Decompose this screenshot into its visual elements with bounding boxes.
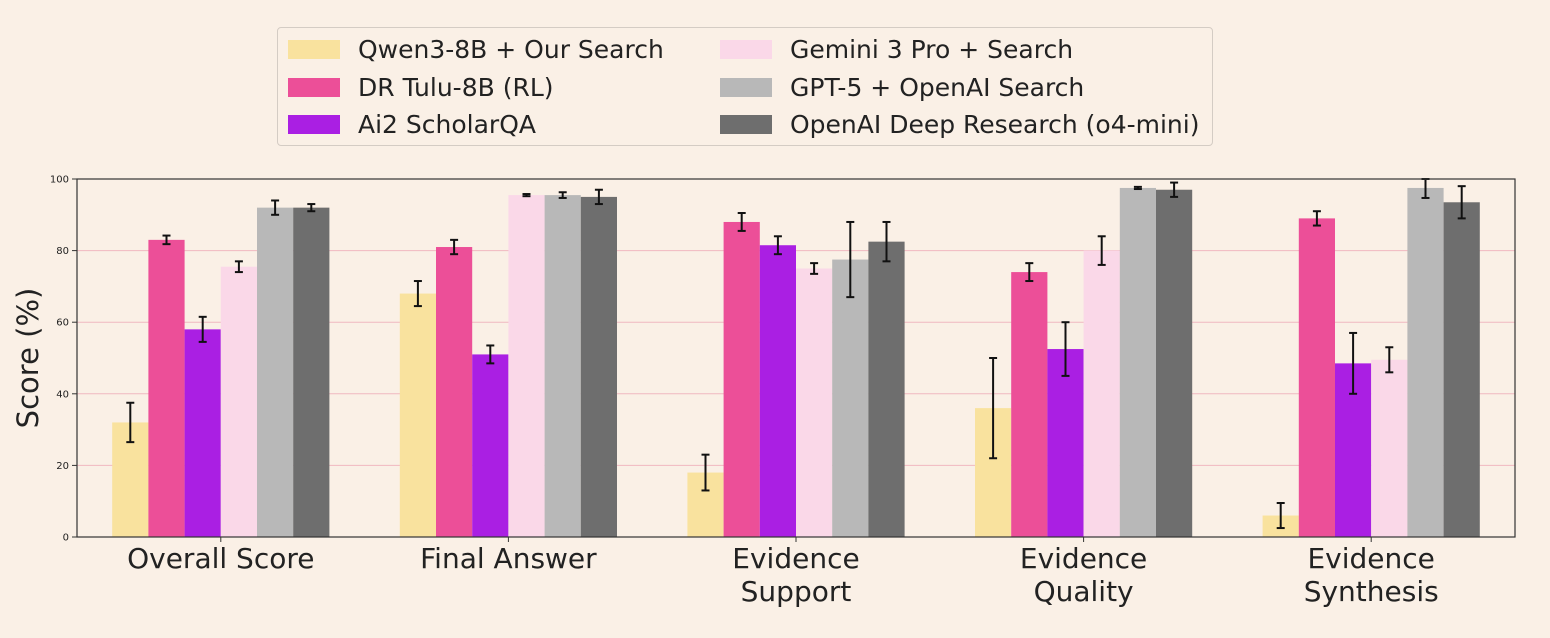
bar — [723, 221, 760, 537]
bar — [759, 245, 796, 538]
x-tick-label: Overall Score — [127, 542, 314, 575]
legend-swatch-scholarqa — [288, 115, 340, 134]
y-tick-label: 80 — [56, 246, 69, 257]
legend-item-scholarqa: Ai2 ScholarQA — [288, 110, 536, 139]
x-tick-label: Synthesis — [1304, 575, 1439, 608]
bar — [436, 247, 473, 537]
bar — [1011, 272, 1048, 537]
legend-label-dr-tulu: DR Tulu-8B (RL) — [358, 73, 554, 102]
y-tick-label: 40 — [56, 389, 69, 400]
bar — [257, 207, 294, 537]
x-tick-label: Final Answer — [420, 542, 597, 575]
bar — [508, 195, 545, 538]
bar — [220, 266, 257, 537]
legend-swatch-gpt5 — [720, 78, 772, 97]
bar — [148, 239, 185, 538]
x-tick-label: Support — [741, 575, 852, 608]
bar — [399, 293, 436, 537]
bar — [1371, 359, 1408, 537]
legend-label-gemini: Gemini 3 Pro + Search — [790, 35, 1074, 64]
legend-item-dr-tulu: DR Tulu-8B (RL) — [288, 73, 554, 102]
bar — [1119, 187, 1156, 537]
legend-item-gemini: Gemini 3 Pro + Search — [720, 35, 1073, 64]
bar — [1047, 349, 1084, 537]
bar — [472, 354, 509, 537]
y-tick-label: 100 — [50, 175, 69, 186]
legend-label-qwen: Qwen3-8B + Our Search — [358, 35, 664, 64]
legend-swatch-gemini — [720, 40, 772, 59]
x-tick-label: Evidence — [732, 542, 859, 575]
legend-label-gpt5: GPT-5 + OpenAI Search — [790, 73, 1085, 102]
legend-swatch-qwen — [288, 40, 340, 59]
y-tick-label: 60 — [56, 318, 69, 329]
bar — [544, 195, 581, 538]
legend-item-qwen: Qwen3-8B + Our Search — [288, 35, 664, 64]
x-tick-label: Evidence — [1307, 542, 1434, 575]
bar — [293, 207, 330, 537]
y-tick-label: 0 — [63, 533, 69, 544]
legend-item-gpt5: GPT-5 + OpenAI Search — [720, 73, 1084, 102]
x-tick-label: Quality — [1034, 575, 1134, 608]
bar — [184, 329, 221, 537]
y-tick-label: 20 — [56, 461, 69, 472]
bar — [1443, 202, 1480, 537]
legend-swatch-deep-research — [720, 115, 772, 134]
x-tick-label: Evidence — [1020, 542, 1147, 575]
bar — [796, 268, 833, 537]
legend-label-scholarqa: Ai2 ScholarQA — [358, 110, 536, 139]
y-axis-label: Score (%) — [11, 287, 45, 429]
bar — [1156, 189, 1193, 538]
bar — [580, 196, 617, 537]
bar — [1298, 218, 1335, 537]
bar — [1407, 187, 1444, 537]
legend-label-deep-research: OpenAI Deep Research (o4-mini) — [790, 110, 1200, 139]
legend-swatch-dr-tulu — [288, 78, 340, 97]
bar — [868, 241, 905, 537]
legend: Qwen3-8B + Our Search DR Tulu-8B (RL) Ai… — [277, 27, 1213, 146]
bar — [832, 259, 869, 537]
bar — [1083, 250, 1120, 537]
legend-item-deep-research: OpenAI Deep Research (o4-mini) — [720, 110, 1199, 139]
